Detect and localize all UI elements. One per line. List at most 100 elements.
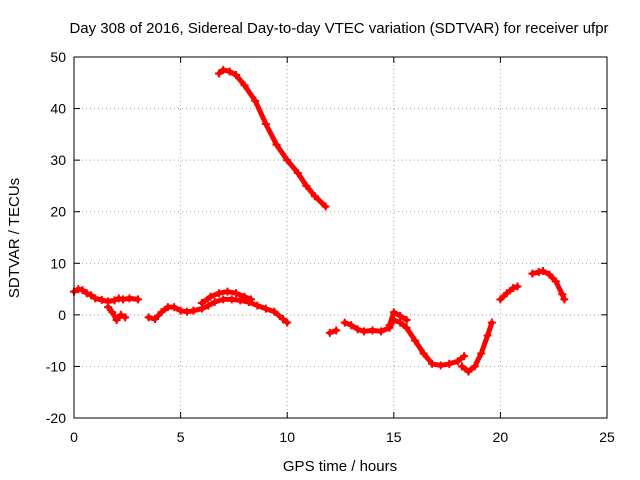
y-axis-title: SDTVAR / TECUs <box>6 178 23 298</box>
data-point <box>170 303 179 312</box>
data-point <box>385 321 394 330</box>
data-point <box>74 285 83 294</box>
x-tick-label: 0 <box>70 429 78 445</box>
data-point <box>321 202 330 211</box>
y-tick-label: 50 <box>50 49 66 65</box>
data-point <box>272 140 281 149</box>
x-tick-labels: 0 5 10 15 20 25 <box>70 429 615 445</box>
data-point <box>133 295 142 304</box>
series-arc-6 <box>325 326 341 337</box>
data-point <box>389 308 398 317</box>
data-series <box>70 65 569 376</box>
data-point <box>293 169 302 178</box>
data-point <box>340 318 349 327</box>
data-point <box>453 357 462 366</box>
data-point <box>204 301 213 310</box>
data-point <box>246 295 255 304</box>
y-tick-label: -10 <box>46 358 66 374</box>
data-point <box>151 314 160 323</box>
data-point <box>460 352 469 361</box>
data-point <box>144 313 153 322</box>
data-point <box>347 321 356 330</box>
chart-title: Day 308 of 2016, Sidereal Day-to-day VTE… <box>69 20 608 37</box>
data-point <box>545 270 554 279</box>
data-point <box>509 284 518 293</box>
data-point <box>157 308 166 317</box>
y-tick-label: 40 <box>50 101 66 117</box>
series-arc-5 <box>214 65 330 211</box>
ticks <box>73 56 608 419</box>
data-point <box>477 349 486 358</box>
data-point <box>513 282 522 291</box>
data-point <box>396 318 405 327</box>
data-point <box>236 296 245 305</box>
data-point <box>119 295 128 304</box>
y-tick-label: 10 <box>50 255 66 271</box>
data-point <box>402 323 411 332</box>
data-point <box>332 326 341 335</box>
data-point <box>240 292 249 301</box>
data-point <box>528 269 537 278</box>
data-point <box>189 306 198 315</box>
data-point <box>402 316 411 325</box>
data-point <box>227 295 236 304</box>
data-point <box>458 362 467 371</box>
data-point <box>125 294 134 303</box>
data-point <box>87 291 96 300</box>
series-line <box>387 309 410 328</box>
x-tick-label: 15 <box>386 429 402 445</box>
data-point <box>445 359 454 368</box>
series-arc-1 <box>70 285 142 306</box>
data-point <box>436 361 445 370</box>
data-point <box>223 287 232 296</box>
data-point <box>428 359 437 368</box>
data-point <box>470 362 479 371</box>
y-tick-label: 30 <box>50 152 66 168</box>
x-tick-label: 10 <box>279 429 295 445</box>
data-point <box>411 336 420 345</box>
data-point <box>283 318 292 327</box>
data-point <box>496 295 505 304</box>
x-tick-label: 25 <box>599 429 615 445</box>
data-point <box>325 328 334 337</box>
series-arc-9 <box>458 318 496 376</box>
data-point <box>176 306 185 315</box>
data-point <box>359 327 368 336</box>
data-point <box>232 71 241 80</box>
data-point <box>419 349 428 358</box>
y-tick-label: 0 <box>58 307 66 323</box>
data-point <box>219 295 228 304</box>
data-point <box>270 307 279 316</box>
y-tick-label: 20 <box>50 204 66 220</box>
series-arc-4 <box>197 287 255 307</box>
data-point <box>82 289 91 298</box>
data-point <box>104 303 113 312</box>
data-point <box>214 289 223 298</box>
y-tick-label: -20 <box>46 410 66 426</box>
data-point <box>558 290 567 299</box>
data-point <box>464 367 473 376</box>
data-point <box>225 67 234 76</box>
data-point <box>302 181 311 190</box>
y-tick-labels: -20 -10 0 10 20 30 40 50 <box>46 49 66 426</box>
data-point <box>116 310 125 319</box>
series-arc-2 <box>104 303 130 325</box>
grid <box>74 57 607 418</box>
data-point <box>253 301 262 310</box>
data-point <box>210 297 219 306</box>
x-tick-label: 5 <box>177 429 185 445</box>
data-point <box>396 311 405 320</box>
data-point <box>114 294 123 303</box>
series-arc-10 <box>496 282 522 304</box>
data-point <box>377 327 386 336</box>
data-point <box>551 277 560 286</box>
series-arc-11 <box>528 267 569 304</box>
data-point <box>283 156 292 165</box>
data-point <box>112 316 121 325</box>
data-point <box>368 326 377 335</box>
data-point <box>261 120 270 129</box>
data-point <box>78 286 87 295</box>
data-point <box>214 69 223 78</box>
data-point <box>182 307 191 316</box>
data-point <box>353 325 362 334</box>
